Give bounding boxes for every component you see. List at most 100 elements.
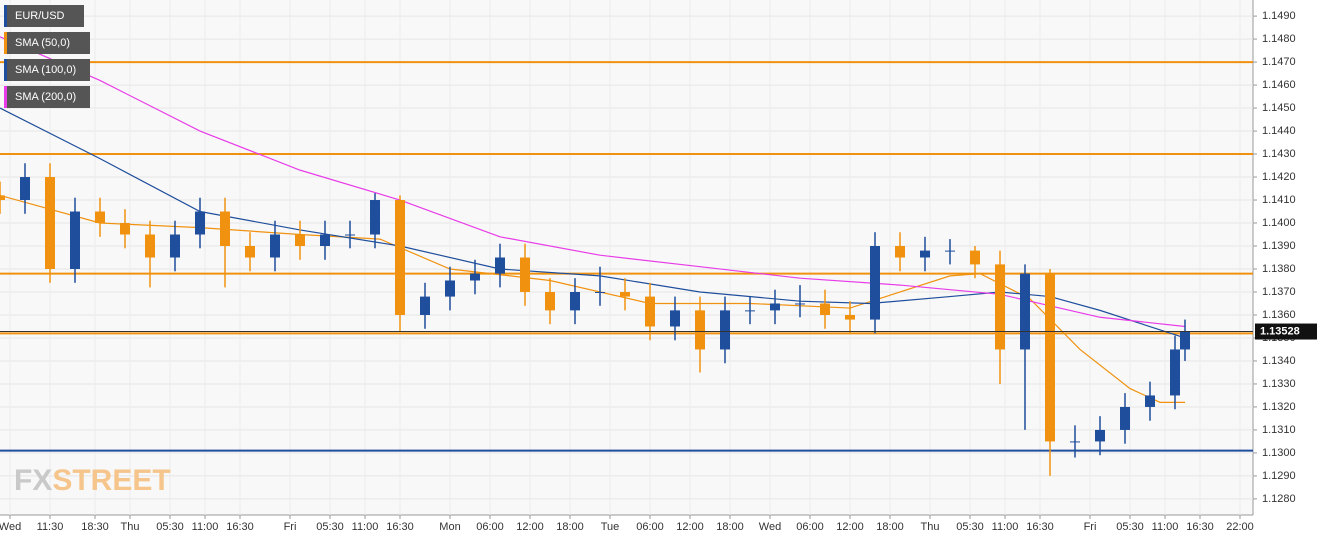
- x-tick-label: 12:00: [676, 521, 704, 533]
- y-tick-label: 1.1420: [1262, 171, 1296, 183]
- x-tick-label: 11:00: [192, 521, 219, 533]
- candle-body: [570, 291, 580, 311]
- y-tick-label: 1.1370: [1262, 286, 1296, 298]
- last-price-label: 1.13528: [1260, 325, 1300, 337]
- candle-body: [520, 257, 530, 292]
- x-tick-label: 05:30: [156, 521, 184, 533]
- x-tick-label: Wed: [759, 521, 781, 533]
- legend-swatch: [4, 59, 7, 81]
- x-tick-label: 12:00: [836, 521, 864, 533]
- y-tick-label: 1.1430: [1262, 148, 1296, 160]
- y-tick-label: 1.1290: [1262, 470, 1296, 482]
- watermark: FXSTREET: [14, 464, 171, 497]
- candle-body: [220, 211, 230, 247]
- y-tick-label: 1.1470: [1262, 56, 1296, 68]
- candle-body: [745, 310, 755, 312]
- candle-body: [795, 303, 805, 305]
- marks: [0, 36, 1253, 476]
- legend-label: EUR/USD: [15, 10, 65, 22]
- candle-body: [695, 310, 705, 350]
- last-price-tag: [1255, 323, 1317, 340]
- candle-body: [195, 211, 205, 235]
- candle-body: [270, 234, 280, 258]
- candle-body: [420, 296, 430, 315]
- y-tick-label: 1.1440: [1262, 125, 1296, 137]
- candle-body: [1045, 273, 1055, 442]
- candle-body: [320, 234, 330, 247]
- y-tick-label: 1.1390: [1262, 240, 1296, 252]
- candle-body: [145, 234, 155, 258]
- candle-body: [945, 250, 955, 252]
- legend-swatch: [4, 32, 7, 54]
- y-tick-label: 1.1310: [1262, 424, 1296, 436]
- legend-label: SMA (100,0): [15, 64, 76, 76]
- candle-body: [1095, 429, 1105, 442]
- x-tick-label: 18:30: [81, 521, 109, 533]
- candle-body: [670, 310, 680, 327]
- legend-label: SMA (200,0): [15, 91, 76, 103]
- candle-body: [495, 257, 505, 274]
- x-tick-label: 18:00: [716, 521, 744, 533]
- y-tick-label: 1.1480: [1262, 33, 1296, 45]
- x-tick-label: 11:00: [992, 521, 1019, 533]
- candle-body: [295, 234, 305, 247]
- candle-body: [45, 177, 55, 269]
- legend-swatch: [4, 86, 7, 108]
- candle-body: [770, 303, 780, 311]
- candle-body: [720, 310, 730, 350]
- candle-body: [995, 264, 1005, 350]
- y-tick-label: 1.1280: [1262, 493, 1296, 505]
- candle-body: [920, 250, 930, 258]
- x-tick-label: Fri: [284, 521, 297, 533]
- candle-body: [95, 211, 105, 224]
- y-tick-label: 1.1360: [1262, 309, 1296, 321]
- legend-box: [4, 32, 90, 54]
- x-tick-label: 05:30: [1116, 521, 1144, 533]
- y-tick-label: 1.1330: [1262, 378, 1296, 390]
- candle-body: [0, 195, 5, 201]
- candle-body: [545, 291, 555, 311]
- x-tick-label: 18:00: [556, 521, 584, 533]
- candle-body: [1070, 441, 1080, 443]
- candle-body: [645, 296, 655, 327]
- x-tick-label: 06:00: [636, 521, 664, 533]
- x-tick-label: Tue: [601, 521, 620, 533]
- x-tick-label: 06:00: [796, 521, 824, 533]
- x-tick-label: 16:30: [1026, 521, 1054, 533]
- candle-body: [20, 177, 30, 201]
- watermark-street: STREET: [52, 464, 170, 497]
- watermark-fx: FX: [14, 464, 52, 497]
- y-tick-label: 1.1490: [1262, 10, 1296, 22]
- x-tick-label: 06:00: [476, 521, 504, 533]
- candle-body: [395, 200, 405, 315]
- candle-body: [1145, 395, 1155, 407]
- legend: EUR/USD SMA (50,0) SMA (100,0) SMA (200,0): [4, 5, 90, 108]
- candle-body: [245, 246, 255, 258]
- candle-body: [120, 223, 130, 235]
- y-tick-label: 1.1380: [1262, 263, 1296, 275]
- x-tick-label: Wed: [0, 521, 21, 533]
- x-tick-label: 12:00: [516, 521, 544, 533]
- candle-body: [1120, 406, 1130, 430]
- legend-box: [4, 5, 84, 27]
- x-tick-label: 05:30: [316, 521, 344, 533]
- candle-body: [845, 314, 855, 320]
- candle-body: [370, 200, 380, 235]
- x-tick-label: 18:00: [876, 521, 904, 533]
- candle-body: [620, 291, 630, 297]
- x-tick-label: 11:00: [352, 521, 379, 533]
- sma-line: [0, 36, 1186, 328]
- x-tick-label: Fri: [1084, 521, 1097, 533]
- x-tick-label: 11:00: [1152, 521, 1179, 533]
- y-tick-label: 1.1460: [1262, 79, 1296, 91]
- axes: 1.1280 1.1290 1.1300 1.1310 1.1320 1.1330 1.13…: [0, 10, 1317, 533]
- x-tick-label: Thu: [121, 521, 140, 533]
- x-tick-label: Mon: [439, 521, 460, 533]
- x-tick-label: Thu: [921, 521, 940, 533]
- x-tick-label: 11:30: [37, 521, 64, 533]
- sma-line: [0, 107, 1186, 339]
- candle-body: [970, 250, 980, 265]
- candle-body: [470, 273, 480, 281]
- candle-body: [895, 246, 905, 258]
